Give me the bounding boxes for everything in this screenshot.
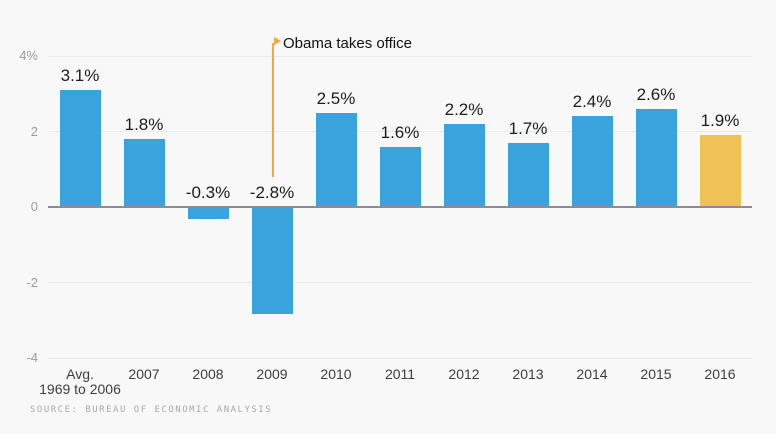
x-axis-label-avg-: Avg. 1969 to 2006: [39, 366, 121, 397]
bar-2007: [123, 139, 165, 207]
source-label: SOURCE: BUREAU OF ECONOMIC ANALYSIS: [30, 405, 273, 415]
y-axis-tick-label: -4: [26, 350, 38, 365]
x-axis-label-2012: 2012: [448, 366, 480, 382]
value-label-2008: -0.3%: [185, 183, 231, 202]
value-label-2016: 1.9%: [700, 111, 740, 131]
zero-gridline: [48, 206, 752, 208]
value-label-2009: -2.8%: [249, 183, 295, 202]
annotation-arrowhead-icon: [273, 37, 281, 45]
bar-2015: [635, 108, 677, 207]
bar-avg-: [59, 89, 101, 207]
x-axis-label-2010: 2010: [320, 366, 352, 382]
value-label-2013: 1.7%: [508, 118, 548, 138]
x-axis-label-2016: 2016: [704, 366, 736, 382]
bar-2016: [699, 135, 741, 207]
gridline: [48, 131, 752, 132]
value-label-2011: 1.6%: [380, 122, 420, 142]
x-axis-label-2015: 2015: [640, 366, 672, 382]
x-axis-label-2013: 2013: [512, 366, 544, 382]
value-label-avg-: 3.1%: [60, 65, 100, 85]
bar-2008: [187, 208, 229, 220]
x-axis-label-2008: 2008: [192, 366, 224, 382]
y-axis-tick-label: 0: [30, 199, 38, 214]
annotation-text: Obama takes office: [283, 35, 412, 52]
value-label-2010: 2.5%: [316, 88, 356, 108]
x-axis-label-2009: 2009: [256, 366, 288, 382]
bar-2009: [251, 208, 293, 314]
gridline: [48, 55, 752, 57]
bar-2011: [379, 146, 421, 207]
annotation-line: [272, 43, 274, 177]
bar-2012: [443, 123, 485, 207]
y-axis-tick-label: 2: [30, 123, 38, 139]
value-label-2012: 2.2%: [444, 99, 484, 119]
x-axis-label-2014: 2014: [576, 366, 608, 382]
gridline: [48, 282, 752, 283]
gridline: [48, 357, 752, 359]
y-axis-tick-label: 4%: [19, 48, 38, 63]
value-label-2007: 1.8%: [124, 115, 164, 135]
bar-2010: [315, 112, 357, 207]
x-axis-label-2011: 2011: [384, 366, 416, 382]
value-label-2015: 2.6%: [636, 84, 676, 104]
y-axis-tick-label: -2: [26, 274, 38, 290]
value-label-2014: 2.4%: [572, 92, 612, 112]
bar-2014: [571, 116, 613, 207]
bar-2013: [507, 142, 549, 207]
x-axis-label-2007: 2007: [128, 366, 160, 382]
